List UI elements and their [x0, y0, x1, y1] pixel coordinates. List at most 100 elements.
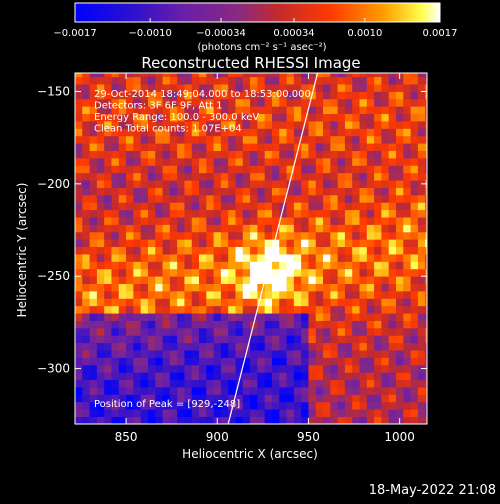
heatmap-cell [271, 224, 280, 233]
heatmap-cell [352, 350, 360, 358]
heatmap-cell [381, 364, 390, 373]
heatmap-cell [279, 290, 287, 299]
heatmap-cell [147, 387, 156, 395]
heatmap-cell [323, 239, 331, 248]
heatmap-cell [133, 91, 142, 100]
heatmap-cell [111, 128, 120, 137]
heatmap-cell [359, 313, 368, 321]
heatmap-cell [374, 224, 382, 233]
heatmap-cell [293, 416, 302, 424]
heatmap-cell [381, 416, 390, 424]
heatmap-cell [271, 313, 280, 321]
heatmap-cell [140, 335, 149, 344]
heatmap-cell [96, 157, 105, 166]
heatmap-cell [286, 320, 295, 329]
heatmap-cell [250, 202, 258, 211]
heatmap-cell [410, 246, 419, 255]
heatmap-cell [147, 357, 156, 366]
heatmap-cell [323, 231, 331, 240]
heatmap-cell [242, 91, 251, 100]
heatmap-cell [352, 246, 360, 255]
heatmap-cell [417, 357, 426, 366]
heatmap-cell [286, 305, 295, 314]
heatmap-cell [169, 135, 178, 144]
heatmap-cell [89, 342, 98, 351]
heatmap-cell [301, 335, 309, 344]
heatmap-cell [403, 261, 411, 270]
heatmap-cell [264, 254, 273, 262]
heatmap-cell [111, 202, 120, 211]
heatmap-cell [140, 73, 149, 78]
heatmap-cell [308, 350, 317, 358]
heatmap-cell [374, 357, 382, 366]
heatmap-cell [257, 217, 266, 225]
heatmap-cell [250, 342, 258, 351]
heatmap-cell [220, 231, 229, 240]
heatmap-cell [366, 98, 375, 107]
heatmap-cell [111, 121, 120, 129]
heatmap-cell [220, 224, 229, 233]
heatmap-cell [118, 165, 127, 174]
heatmap-cell [366, 121, 375, 129]
heatmap-cell [330, 187, 339, 196]
heatmap-cell [118, 106, 127, 115]
heatmap-cell [395, 224, 404, 233]
heatmap-cell [410, 254, 419, 262]
heatmap-cell [417, 394, 426, 403]
heatmap-cell [250, 290, 258, 299]
heatmap-cell [199, 209, 207, 218]
heatmap-cell [279, 157, 287, 166]
heatmap-cell [191, 180, 200, 188]
heatmap-cell [118, 350, 127, 358]
heatmap-cell [395, 246, 404, 255]
heatmap-cell [425, 268, 427, 277]
heatmap-cell [75, 128, 83, 137]
heatmap-cell [381, 84, 390, 92]
annotation-line: 29-Oct-2014 18:49:04.000 to 18:53:00.000 [94, 89, 311, 100]
heatmap-cell [191, 165, 200, 174]
heatmap-cell [242, 150, 251, 159]
heatmap-cell [293, 268, 302, 277]
heatmap-cell [271, 172, 280, 181]
heatmap-cell [395, 268, 404, 277]
heatmap-cell [330, 261, 339, 270]
heatmap-cell [220, 298, 229, 307]
heatmap-cell [75, 157, 83, 166]
heatmap-cell [235, 372, 244, 381]
heatmap-cell [315, 246, 324, 255]
heatmap-cell [147, 113, 156, 122]
heatmap-cell [286, 73, 295, 78]
heatmap-cell [89, 180, 98, 188]
heatmap-cell [271, 342, 280, 351]
heatmap-cell [403, 305, 411, 314]
heatmap-cell [228, 372, 236, 381]
heatmap-cell [279, 76, 287, 85]
heatmap-cell [337, 372, 346, 381]
heatmap-cell [257, 379, 266, 388]
heatmap-cell [147, 84, 156, 92]
heatmap-cell [257, 194, 266, 203]
heatmap-cell [184, 276, 193, 284]
heatmap-cell [235, 254, 244, 262]
heatmap-cell [374, 157, 382, 166]
heatmap-cell [133, 231, 142, 240]
heatmap-cell [410, 357, 419, 366]
heatmap-cell [96, 98, 105, 107]
heatmap-cell [337, 106, 346, 115]
heatmap-cell [381, 128, 390, 137]
heatmap-cell [337, 290, 346, 299]
heatmap-cell [213, 401, 222, 410]
heatmap-cell [403, 416, 411, 424]
heatmap-cell [293, 135, 302, 144]
heatmap-cell [177, 84, 185, 92]
heatmap-cell [147, 180, 156, 188]
heatmap-cell [352, 342, 360, 351]
heatmap-cell [162, 84, 171, 92]
heatmap-cell [140, 239, 149, 248]
heatmap-cell [147, 246, 156, 255]
heatmap-cell [257, 313, 266, 321]
heatmap-cell [330, 335, 339, 344]
heatmap-cell [286, 121, 295, 129]
heatmap-cell [417, 416, 426, 424]
y-axis: −150−200−250−300 [37, 84, 427, 376]
